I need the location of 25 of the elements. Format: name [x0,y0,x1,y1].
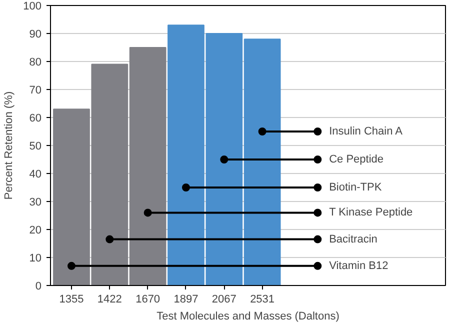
y-axis-title: Percent Retention (%) [3,91,16,200]
y-tick-label: 40 [29,168,42,180]
y-tick-label: 0 [35,280,42,292]
y-tick-label: 10 [29,252,42,264]
x-tick-label: 1422 [97,294,122,306]
y-tick-label: 90 [29,28,42,40]
annotation: Ce Peptide [329,154,384,166]
x-axis-title: Test Molecules and Masses (Daltons) [156,310,340,322]
y-tick-label: 100 [23,0,42,12]
x-tick-label: 1670 [136,294,160,306]
y-tick-label: 30 [29,196,42,208]
y-tick-label: 70 [29,84,42,96]
annotation: Vitamin B12 [329,260,388,272]
y-tick-label: 80 [29,56,42,68]
annotation: Biotin-TPK [329,182,382,194]
x-tick-label: 2067 [212,294,236,306]
x-tick-label: 2531 [250,294,275,306]
y-tick-label: 60 [29,112,42,124]
x-tick-label: 1355 [59,294,84,306]
annotation: Insulin Chain A [329,126,404,138]
y-tick-label: 50 [29,140,42,152]
x-tick-label: 1897 [174,294,198,306]
annotation: Bacitracin [329,233,378,246]
annotation: T Kinase Peptide [329,206,413,219]
y-tick-label: 20 [29,224,42,236]
